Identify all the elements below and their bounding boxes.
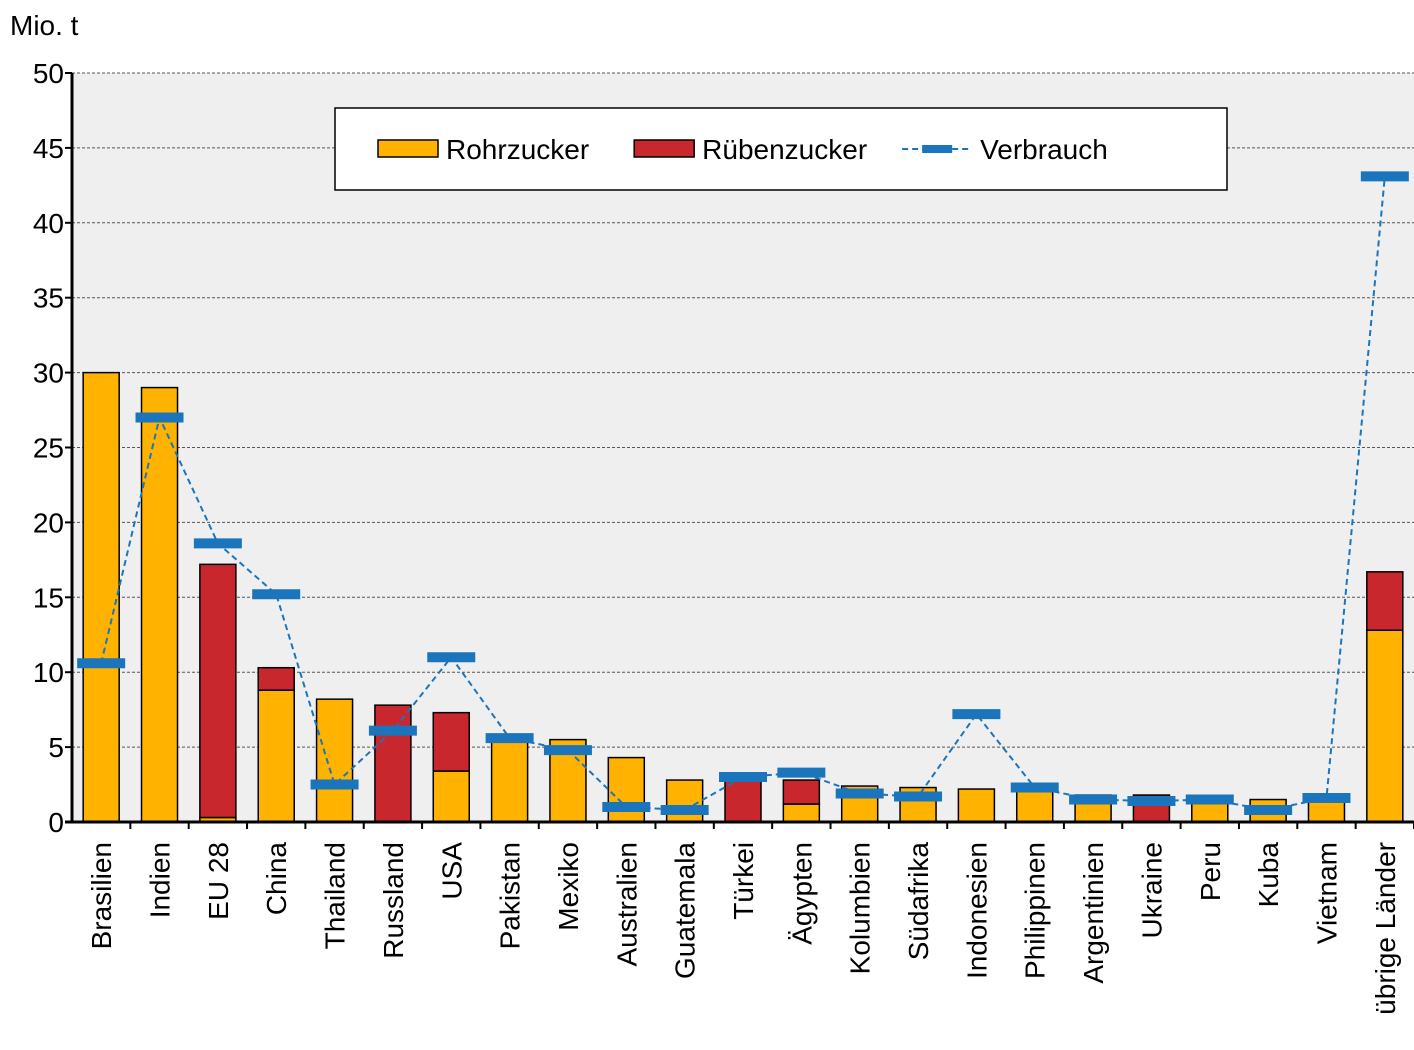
y-tick-label: 25 [33, 433, 64, 464]
x-tick-label: Argentinien [1078, 842, 1109, 984]
legend-label: Rübenzucker [702, 134, 867, 165]
x-tick-label: Thailand [320, 842, 351, 949]
bar [782, 779, 821, 805]
legend-label: Rohrzucker [446, 134, 589, 165]
x-tick-label: Peru [1195, 842, 1226, 901]
x-tick-label: Kolumbien [845, 842, 876, 974]
x-tick-label: Mexiko [553, 842, 584, 931]
x-tick-label: Vietnam [1311, 842, 1342, 944]
legend-swatch [633, 139, 695, 158]
x-tick-label: Indonesien [961, 842, 992, 979]
x-tick-label: Australien [611, 842, 642, 967]
legend-swatch [377, 139, 439, 158]
x-tick-label: Ägypten [786, 842, 817, 945]
bar [1015, 788, 1054, 823]
y-tick-label: 50 [33, 58, 64, 89]
x-tick-label: Philippinen [1020, 842, 1051, 979]
bar [1191, 801, 1229, 823]
bar [607, 756, 646, 823]
y-tick-label: 35 [33, 283, 64, 314]
x-tick-label: Pakistan [495, 842, 526, 949]
y-tick-label: 40 [33, 208, 64, 239]
x-tick-label: China [261, 842, 292, 916]
bar [140, 386, 179, 823]
x-tick-label: Ukraine [1136, 842, 1167, 938]
x-tick-label: Indien [145, 842, 176, 918]
bar [257, 689, 295, 823]
bar [199, 563, 237, 819]
bar [490, 737, 529, 823]
x-tick-label: Kuba [1253, 842, 1284, 908]
y-tick-label: 45 [33, 133, 64, 164]
bar [1366, 571, 1404, 632]
x-tick-label: Türkei [728, 842, 759, 920]
bar [1366, 629, 1404, 823]
bar [432, 711, 471, 772]
y-tick-label: 10 [33, 657, 64, 688]
x-tick-label: Guatemala [670, 842, 701, 979]
bar [957, 788, 996, 823]
bar [665, 779, 704, 823]
y-tick-label: 0 [48, 807, 64, 838]
x-tick-label: EU 28 [203, 842, 234, 920]
legend-box [334, 107, 1228, 191]
x-tick-label: Brasilien [86, 842, 117, 949]
y-tick-label: 30 [33, 358, 64, 389]
y-tick-label: 5 [48, 732, 64, 763]
bar [432, 770, 471, 823]
x-tick-label: übrige Länder [1370, 842, 1401, 1015]
y-tick-label: 20 [33, 507, 64, 538]
bar [724, 777, 762, 823]
x-tick-label: USA [436, 842, 467, 900]
y-axis-label: Mio. t [10, 10, 79, 41]
y-tick-label: 15 [33, 582, 64, 613]
bar [82, 371, 120, 823]
line [100, 176, 1386, 812]
bar [257, 666, 295, 691]
bar [315, 698, 354, 823]
legend-label: Verbrauch [980, 134, 1108, 165]
x-tick-label: Südafrika [903, 842, 934, 961]
bar [374, 704, 412, 823]
bar [782, 803, 821, 823]
x-tick-label: Russland [378, 842, 409, 959]
